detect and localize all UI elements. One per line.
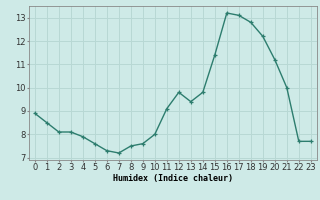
- X-axis label: Humidex (Indice chaleur): Humidex (Indice chaleur): [113, 174, 233, 183]
